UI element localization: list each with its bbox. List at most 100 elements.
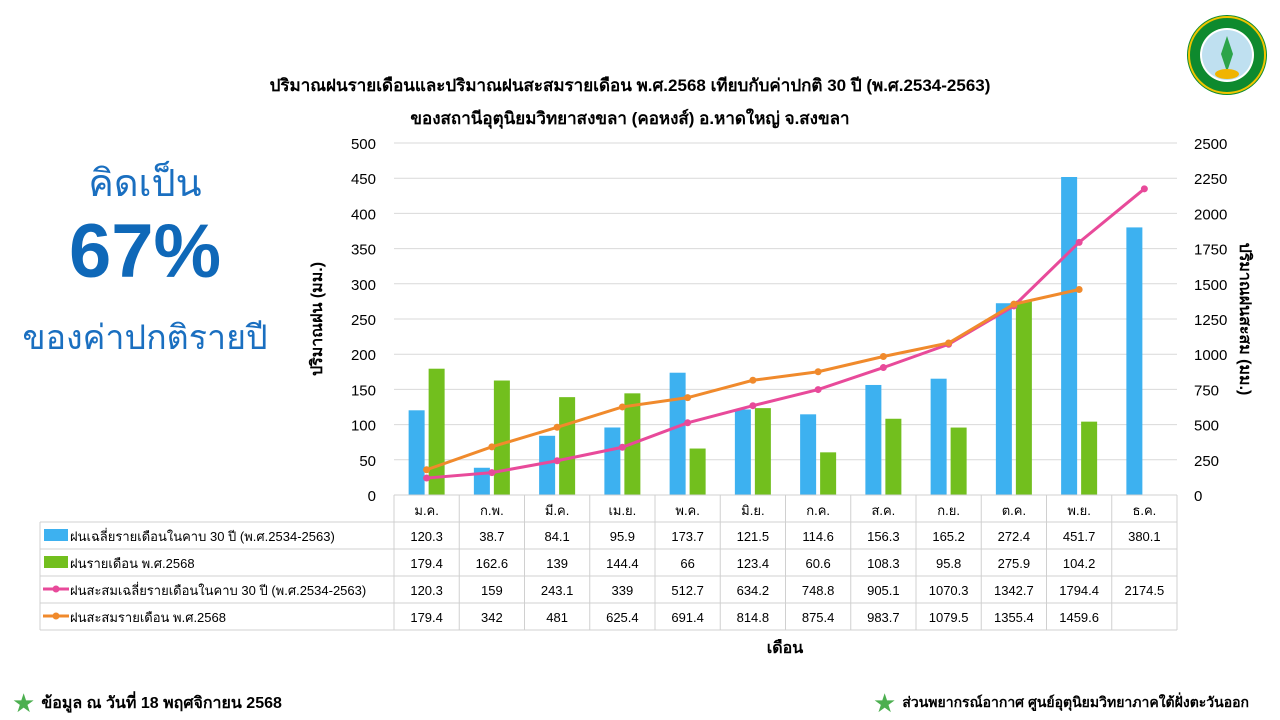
bar-normal (1061, 177, 1078, 495)
table-cell: 342 (481, 610, 503, 625)
legend-swatch-marker (52, 585, 60, 593)
line-normal-cumulative (426, 187, 1146, 480)
bar-normal (995, 303, 1012, 495)
table-cell: 2174.5 (1124, 583, 1164, 598)
line-point (814, 368, 822, 376)
legend-swatch (44, 556, 68, 568)
line-point (1010, 300, 1018, 308)
source-text: ส่วนพยากรณ์อากาศ ศูนย์อุตุนิยมวิทยาภาคใต… (902, 694, 1250, 710)
line-point (879, 364, 887, 372)
line-point (945, 339, 953, 347)
line-point (1140, 185, 1148, 193)
table-cell: 1355.4 (994, 610, 1034, 625)
table-cell: 983.7 (867, 610, 900, 625)
table-cell: 905.1 (867, 583, 900, 598)
y-tick-label: 300 (351, 277, 376, 294)
star-icon: ★ (873, 688, 897, 718)
table-cell: 625.4 (606, 610, 639, 625)
data-date-text: ข้อมูล ณ วันที่ 18 พฤศจิกายน 2568 (41, 694, 282, 712)
y2-tick-label: 750 (1194, 382, 1219, 399)
chart-title-line1: ปริมาณฝนรายเดือนและปริมาณฝนสะสมรายเดือน … (269, 76, 991, 95)
bar-normal (669, 372, 686, 495)
table-cell: 179.4 (410, 556, 443, 571)
table-cell: 481 (546, 610, 568, 625)
x-tick-label: ต.ค. (1002, 503, 1026, 518)
chart-title-line2: ของสถานีอุตุนิยมวิทยาสงขลา (คอหงส์) อ.หา… (410, 109, 850, 128)
x-tick-label: พ.ย. (1067, 503, 1090, 518)
table-cell: 275.9 (998, 556, 1031, 571)
table-cell: 144.4 (606, 556, 639, 571)
y-axis-title: ปริมาณฝน (มม.) (308, 262, 326, 376)
bar-2568 (1015, 300, 1032, 495)
bar-2568 (493, 380, 510, 495)
table-cell: 875.4 (802, 610, 835, 625)
table-cell: 1070.3 (929, 583, 969, 598)
bar-normal (865, 384, 882, 495)
x-tick-label: เม.ย. (608, 503, 636, 518)
line-point (618, 403, 626, 411)
bar-2568 (754, 408, 771, 495)
legend-swatch-marker (52, 612, 60, 620)
y-tick-label: 200 (351, 347, 376, 364)
table-cell: 173.7 (671, 529, 704, 544)
line-point (1075, 285, 1083, 293)
bar-2568 (885, 418, 902, 495)
y2-axis-title: ปริมาณฝนสะสม (มม.) (1236, 243, 1254, 396)
x-tick-label: ม.ค. (414, 503, 439, 518)
table-cell: 1342.7 (994, 583, 1034, 598)
line-point (488, 469, 496, 477)
source-note: ★ ส่วนพยากรณ์อากาศ ศูนย์อุตุนิยมวิทยาภาคใ… (873, 690, 1249, 716)
line-point (553, 423, 561, 431)
line-point (749, 376, 757, 384)
table-cell: 691.4 (671, 610, 704, 625)
y2-tick-label: 250 (1194, 453, 1219, 470)
y2-tick-label: 1750 (1194, 242, 1227, 259)
x-tick-label: มี.ค. (545, 503, 570, 518)
table-cell: 108.3 (867, 556, 900, 571)
table-cell: 95.8 (936, 556, 961, 571)
table-cell: 1459.6 (1059, 610, 1099, 625)
table-cell: 123.4 (737, 556, 770, 571)
line-point (684, 394, 692, 402)
table-cell: 814.8 (737, 610, 770, 625)
bar-normal (734, 409, 751, 495)
x-tick-label: ก.ย. (937, 503, 960, 518)
table-cell: 380.1 (1128, 529, 1161, 544)
x-tick-label: ส.ค. (871, 503, 895, 518)
table-cell: 60.6 (805, 556, 830, 571)
legend-label: ฝนสะสมรายเดือน พ.ศ.2568 (70, 610, 226, 625)
summary-label: คิดเป็น (88, 163, 202, 205)
summary-caption: ของค่าปกติรายปี (22, 319, 268, 357)
bar-normal (930, 378, 947, 495)
line-point (553, 457, 561, 465)
y-tick-label: 0 (368, 488, 376, 505)
line-point (814, 386, 822, 394)
table-cell: 120.3 (410, 583, 443, 598)
legend-label: ฝนรายเดือน พ.ศ.2568 (70, 556, 195, 571)
table-cell: 66 (680, 556, 694, 571)
y-tick-label: 350 (351, 242, 376, 259)
table-cell: 84.1 (544, 529, 569, 544)
bar-2568 (689, 448, 706, 495)
line-point (684, 419, 692, 427)
y2-tick-label: 500 (1194, 418, 1219, 435)
x-tick-label: มิ.ย. (741, 503, 764, 518)
bar-2568 (950, 427, 967, 495)
y2-tick-label: 2250 (1194, 171, 1227, 188)
y2-tick-label: 1000 (1194, 347, 1227, 364)
table-cell: 162.6 (476, 556, 509, 571)
x-axis-title: เดือน (767, 639, 803, 657)
y-tick-label: 250 (351, 312, 376, 329)
table-cell: 121.5 (737, 529, 770, 544)
legend-label: ฝนสะสมเฉลี่ยรายเดือนในคาบ 30 ปี (พ.ศ.253… (70, 582, 366, 598)
x-tick-label: ธ.ค. (1132, 503, 1156, 518)
line-point (423, 466, 431, 474)
table-cell: 451.7 (1063, 529, 1096, 544)
y2-tick-label: 2500 (1194, 136, 1227, 153)
legend-label: ฝนเฉลี่ยรายเดือนในคาบ 30 ปี (พ.ศ.2534-25… (70, 528, 335, 544)
star-icon: ★ (12, 688, 36, 718)
y-tick-label: 500 (351, 136, 376, 153)
y-tick-label: 100 (351, 418, 376, 435)
table-cell: 139 (546, 556, 568, 571)
bar-normal (800, 414, 817, 495)
